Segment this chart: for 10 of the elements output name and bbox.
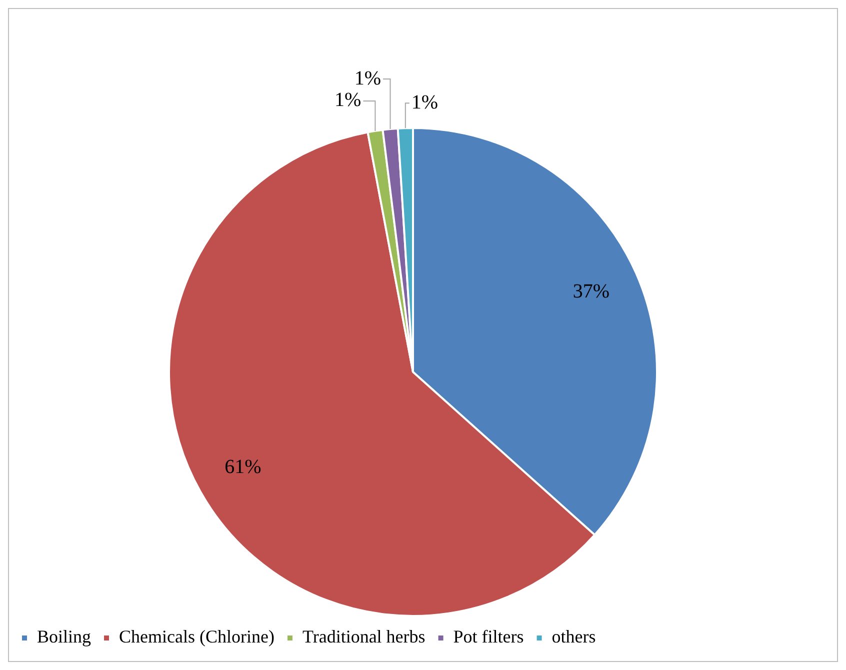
legend-label: Pot filters [453,626,524,647]
legend-label: Traditional herbs [302,626,426,647]
data-label: 37% [572,280,610,303]
legend-label: others [552,626,596,647]
legend-label: Chemicals (Chlorine) [119,626,274,647]
legend-label: Boiling [37,626,92,647]
data-label: 61% [224,456,262,478]
data-label: 1% [354,67,382,90]
data-label: 1% [411,91,438,114]
data-label: 1% [334,89,362,112]
